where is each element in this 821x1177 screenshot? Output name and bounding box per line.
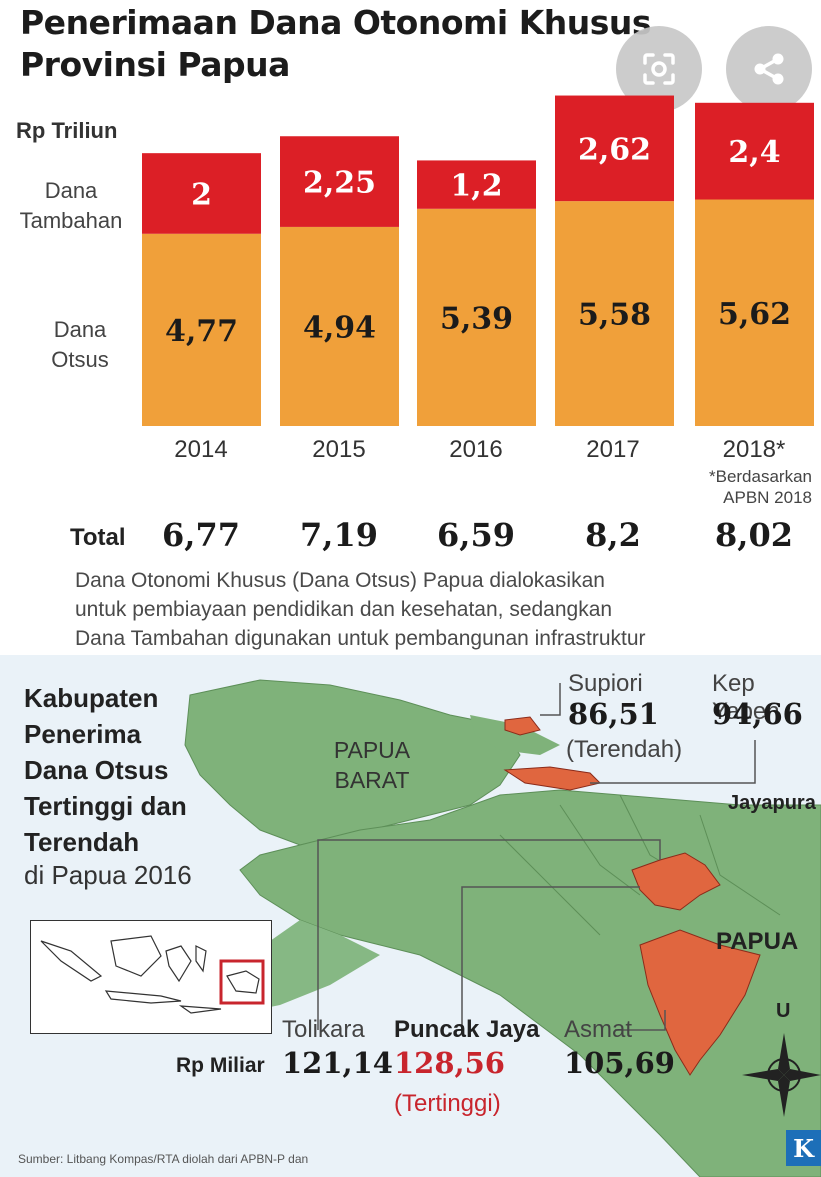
map-unit-label: Rp Miliar: [176, 1054, 265, 1077]
value-puncak-jaya: 128,56: [394, 1046, 505, 1080]
region-papua-barat-line2: BARAT: [334, 767, 410, 793]
label-dana-otsus-2017: 5,58: [578, 298, 651, 333]
map-title-line-4: Tertinggi dan: [24, 791, 187, 821]
value-supiori: 86,51: [568, 697, 659, 731]
x-tick-2015: 2015: [312, 436, 366, 463]
bar-dana-tambahan-2018: [695, 102, 814, 200]
leader-puncak-jaya: [461, 886, 640, 1030]
bar-dana-otsus-2017: [555, 201, 674, 426]
x-tick-2017: 2017: [586, 436, 640, 463]
map-title-line-5: Terendah: [24, 827, 140, 857]
source-note: Sumber: Litbang Kompas/RTA diolah dari A…: [18, 1152, 309, 1166]
leader-kep-yapen: [590, 740, 756, 784]
label-dana-otsus-2018: 5,62: [718, 297, 791, 332]
chart-description: Dana Otonomi Khusus (Dana Otsus) Papua d…: [75, 566, 775, 653]
label-dana-tambahan-2015: 2,25: [303, 166, 376, 201]
tolikara-puncak-jaya-region: [631, 852, 721, 911]
bar-dana-otsus-2014: [142, 233, 261, 426]
value-tolikara: 121,14: [282, 1046, 393, 1080]
label-dana-otsus-2014: 4,77: [165, 314, 238, 349]
row-label-dana-tambahan: Dana Tambahan: [12, 176, 130, 236]
description-line-2: untuk pembiayaan pendidikan dan kesehata…: [75, 598, 613, 621]
row-label-dana-otsus: Dana Otsus: [40, 315, 120, 375]
compass-rose: [742, 1033, 821, 1117]
label-supiori: Supiori: [568, 670, 643, 697]
label-kep-yapen: Kep Yapen: [712, 670, 780, 725]
x-tick-2018: 2018*: [722, 436, 786, 463]
region-papua-barat-line1: PAPUA: [333, 737, 411, 763]
region-label-papua: PAPUA: [716, 928, 799, 955]
city-label-jayapura: Jayapura: [728, 792, 816, 814]
indonesia-outline: [40, 935, 265, 1014]
supiori-region: [504, 716, 541, 736]
map-title: Kabupaten Penerima Dana Otsus Tertinggi …: [24, 680, 224, 860]
label-asmat: Asmat: [564, 1016, 633, 1043]
papua-map: [0, 655, 821, 1177]
y-unit-label: Rp Triliun: [16, 118, 118, 143]
share-icon: [754, 53, 784, 85]
row-label-otsus-line1: Dana: [53, 317, 107, 342]
footnote-line-1: *Berdasarkan: [708, 467, 812, 486]
description-line-3: Dana Tambahan digunakan untuk pembanguna…: [75, 627, 646, 650]
region-label-papua-barat: PAPUA BARAT: [330, 735, 414, 795]
chart-title: Penerimaan Dana Otonomi Khusus Provinsi …: [20, 2, 720, 86]
label-dana-tambahan-2016: 1,2: [450, 169, 502, 204]
total-2017: 8,2: [585, 516, 641, 554]
papua-highlight-box: [219, 959, 265, 1005]
title-line-1: Penerimaan Dana Otonomi Khusus: [20, 3, 652, 42]
map-title-line-1: Kabupaten: [24, 683, 159, 713]
x-tick-2014: 2014: [174, 436, 228, 463]
asmat-region: [639, 929, 761, 1076]
share-button[interactable]: [726, 26, 812, 112]
papua-barat-land: [184, 679, 521, 846]
total-2016: 6,59: [437, 516, 515, 554]
title-line-2: Provinsi Papua: [20, 45, 290, 84]
compass-north-label: U: [776, 1000, 791, 1022]
map-subtitle: di Papua 2016: [24, 860, 192, 890]
kompas-logo: K: [786, 1130, 821, 1166]
bar-dana-tambahan-2016: [417, 160, 536, 209]
x-tick-2016: 2016: [449, 436, 503, 463]
bar-dana-tambahan-2014: [142, 153, 261, 234]
leader-asmat: [615, 1010, 666, 1031]
leader-supiori: [540, 683, 561, 716]
total-2015: 7,19: [300, 516, 378, 554]
description-line-1: Dana Otonomi Khusus (Dana Otsus) Papua d…: [75, 569, 605, 592]
row-label-otsus-line2: Otsus: [51, 347, 109, 372]
footnote-line-2: APBN 2018: [723, 488, 812, 507]
indonesia-inset-map: [30, 920, 272, 1034]
footnote-apbn: *Berdasarkan APBN 2018: [640, 466, 812, 508]
label-puncak-jaya: Puncak Jaya: [394, 1016, 540, 1043]
stacked-bar-chart: 4,77 2 4,94 2,25 5,39 1,2 5,58 2,62 5,62 2,4: [142, 95, 814, 426]
bar-dana-tambahan-2015: [280, 136, 399, 227]
label-dana-otsus-2015: 4,94: [303, 310, 376, 345]
value-kep-yapen: 94,66: [712, 697, 803, 731]
bar-dana-otsus-2015: [280, 226, 399, 426]
label-dana-tambahan-2018: 2,4: [728, 135, 780, 170]
note-supiori: (Terendah): [566, 736, 683, 763]
note-puncak-jaya: (Tertinggi): [394, 1090, 501, 1117]
district-boundaries: [499, 794, 781, 936]
map-title-line-3: Dana Otsus: [24, 755, 169, 785]
row-label-tambahan-line2: Tambahan: [19, 208, 123, 233]
map-title-line-2: Penerima: [24, 719, 142, 749]
bar-dana-otsus-2018: [695, 199, 814, 426]
total-2018: 8,02: [715, 516, 793, 554]
label-tolikara: Tolikara: [282, 1016, 365, 1043]
row-label-tambahan-line1: Dana: [44, 178, 98, 203]
label-dana-tambahan-2014: 2: [191, 177, 212, 212]
bar-dana-tambahan-2017: [555, 95, 674, 202]
label-dana-tambahan-2017: 2,62: [578, 132, 651, 167]
bar-dana-otsus-2016: [417, 208, 536, 426]
lens-search-icon: [643, 53, 675, 85]
total-2014: 6,77: [162, 516, 240, 554]
total-label: Total: [70, 524, 126, 551]
value-asmat: 105,69: [564, 1046, 675, 1080]
leader-tolikara: [317, 839, 661, 1030]
label-dana-otsus-2016: 5,39: [440, 301, 513, 336]
biak-island: [470, 715, 560, 755]
